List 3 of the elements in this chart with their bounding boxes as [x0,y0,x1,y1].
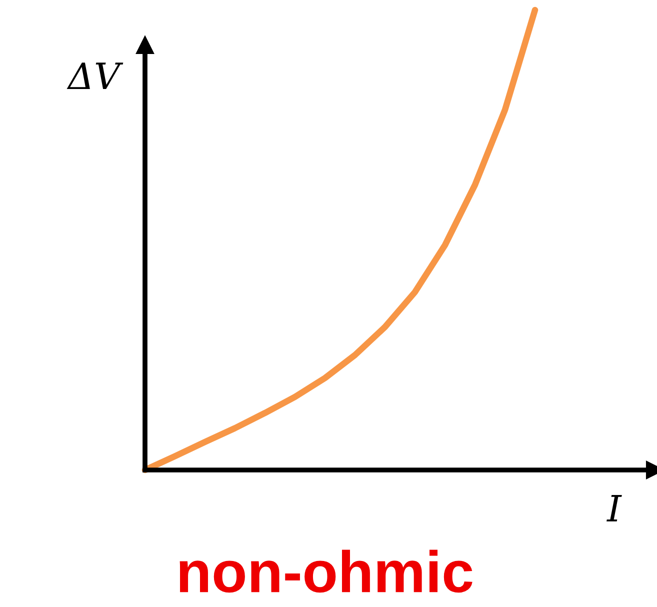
text: non-ohmic [180,550,472,593]
x-axis-title: I [606,495,622,522]
y-axis-title: ΔV [66,62,124,89]
